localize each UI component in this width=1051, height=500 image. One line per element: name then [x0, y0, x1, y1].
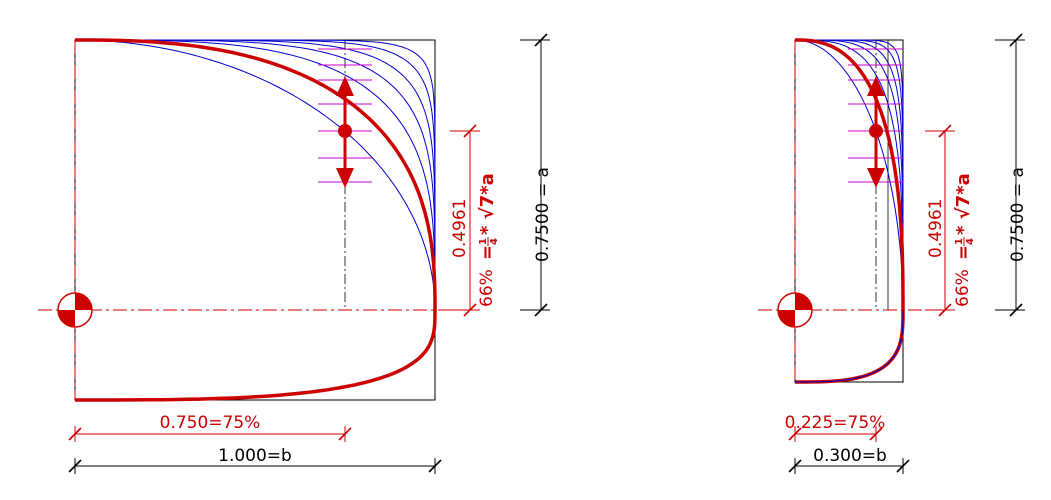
svg-text:=: =: [953, 245, 974, 260]
right-center-of-mass-icon: [777, 292, 813, 328]
family-curve: [795, 39, 904, 310]
left-width-dimension: [68, 458, 442, 474]
family-curve: [795, 39, 904, 310]
left-width-label: 1.000=b: [218, 446, 292, 466]
left-figure: 0.750=75% 1.000=b 0.4961 66% =: [38, 33, 553, 474]
left-percent-label: 66%: [477, 269, 497, 307]
right-height-dimension: [995, 33, 1025, 317]
svg-text:4: 4: [965, 238, 976, 245]
family-curve: [75, 39, 436, 310]
right-centroid-height-dimension: [925, 124, 955, 317]
right-centroid-x-label: 0.225=75%: [785, 413, 886, 433]
family-curve: [74, 39, 436, 311]
family-curve: [795, 39, 904, 310]
left-center-of-mass-icon: [57, 292, 93, 328]
right-bottom-curve-outline: [795, 310, 904, 383]
family-curve: [795, 39, 904, 310]
left-highlight-curve: [75, 38, 437, 310]
left-centroid-x-label: 0.750=75%: [160, 413, 261, 433]
svg-text:1: 1: [954, 238, 965, 245]
right-formula: = 1 4 * √7*a: [953, 173, 976, 260]
family-curve: [75, 39, 436, 310]
left-bottom-curve: [75, 309, 437, 402]
right-frame: [794, 39, 904, 383]
right-centroid-height-label: 0.4961: [926, 199, 946, 258]
right-figure: 0.225=75% 0.300=b 0.4961 66% = 1: [758, 33, 1028, 474]
right-bottom-curve: [795, 310, 905, 384]
svg-text:1: 1: [478, 238, 489, 245]
right-highlight-curve: [795, 38, 905, 310]
svg-text:* √7*a: * √7*a: [477, 173, 498, 235]
right-height-label: 0.7500 = a: [1008, 167, 1028, 262]
svg-text:=: =: [477, 245, 498, 260]
family-curve: [75, 39, 436, 310]
left-curve-family: [74, 39, 436, 311]
left-centroid-height-dimension: [450, 124, 480, 317]
right-double-arrow-icon: [867, 76, 885, 188]
left-height-dimension: [520, 33, 550, 317]
svg-text:4: 4: [489, 238, 500, 245]
left-height-label: 0.7500 = a: [533, 167, 553, 262]
family-curve: [75, 39, 436, 310]
left-centroid-height-label: 0.4961: [450, 199, 470, 258]
left-centroid-x-dimension: [68, 426, 352, 442]
right-centroid-x-dimension: [788, 426, 883, 442]
family-curve: [75, 39, 436, 311]
svg-text:* √7*a: * √7*a: [953, 173, 974, 235]
left-formula: = 1 4 * √7*a: [477, 173, 500, 260]
right-width-label: 0.300=b: [813, 446, 887, 466]
family-curve: [794, 39, 904, 310]
right-width-dimension: [788, 458, 910, 474]
right-percent-label: 66%: [953, 269, 973, 307]
left-double-arrow-icon: [336, 76, 354, 188]
family-curve: [795, 39, 904, 310]
family-curve: [76, 39, 436, 310]
left-frame: [74, 39, 436, 401]
